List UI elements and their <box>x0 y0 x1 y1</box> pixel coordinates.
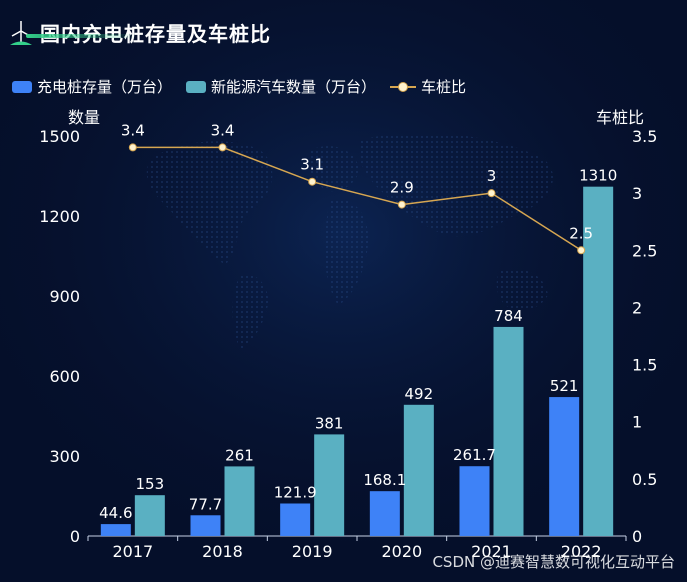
bar-value-label: 784 <box>494 307 523 325</box>
bar-ev-count[interactable] <box>314 434 345 536</box>
x-tick-label: 2022 <box>561 542 602 561</box>
left-tick-label: 600 <box>49 367 80 386</box>
bar-charging-piles[interactable] <box>190 515 221 536</box>
legend-swatch-line <box>390 81 417 93</box>
ratio-value-label: 3 <box>487 167 497 185</box>
right-axis-label: 车桩比 <box>596 108 645 127</box>
wind-turbine-icon <box>10 20 32 45</box>
left-tick-label: 1200 <box>39 207 80 226</box>
bar-value-label: 492 <box>405 385 434 403</box>
watermark: CSDN @迪赛智慧数可视化互动平台 <box>432 553 675 571</box>
left-axis-label: 数量 <box>68 108 101 127</box>
ratio-point[interactable] <box>577 246 586 255</box>
right-tick-label: 1 <box>632 413 642 432</box>
legend-swatch-teal <box>186 80 207 93</box>
x-tick-label: 2019 <box>292 542 333 561</box>
bar-ev-count[interactable] <box>224 466 255 536</box>
legend-item-ev-count[interactable]: 新能源汽车数量（万台） <box>186 76 376 97</box>
chart-title-group: 国内充电桩存量及车桩比 <box>8 18 271 47</box>
right-tick-label: 0.5 <box>632 470 657 489</box>
left-tick-label: 1500 <box>39 127 80 146</box>
x-tick-label: 2017 <box>112 542 153 561</box>
bars <box>100 186 614 536</box>
bar-charging-piles[interactable] <box>549 397 580 536</box>
title-underline <box>26 34 136 38</box>
data-labels: 44.6 77.7 121.9 168.1 261.7 521 153 261 381 492 78… <box>99 121 617 522</box>
bar-value-label: 121.9 <box>274 483 317 501</box>
bar-ev-count[interactable] <box>583 186 614 536</box>
bar-charging-piles[interactable] <box>369 491 400 536</box>
right-tick-label: 3.5 <box>632 127 657 146</box>
bar-value-label: 153 <box>136 475 165 493</box>
right-tick-label: 0 <box>632 527 642 546</box>
ratio-value-label: 2.9 <box>390 179 414 197</box>
ratio-value-label: 3.4 <box>211 121 235 139</box>
legend-item-charging-piles[interactable]: 充电桩存量（万台） <box>12 76 172 97</box>
bar-value-label: 77.7 <box>189 495 222 513</box>
ratio-point[interactable] <box>397 200 406 209</box>
bar-charging-piles[interactable] <box>100 524 131 536</box>
right-tick-label: 2.5 <box>632 241 657 260</box>
bar-value-label: 261.7 <box>453 446 496 464</box>
legend-label: 新能源汽车数量（万台） <box>211 78 377 96</box>
bar-value-label: 168.1 <box>363 471 406 489</box>
axes: 0 300 600 900 1200 1500 0 0.5 1 1.5 2 2.5 3 3.5 2017 20… <box>39 127 657 561</box>
left-tick-label: 300 <box>49 447 80 466</box>
ratio-value-label: 3.4 <box>121 121 145 139</box>
legend: 充电桩存量（万台） 新能源汽车数量（万台） 车桩比 <box>12 76 480 97</box>
chart-title: 国内充电桩存量及车桩比 <box>40 22 271 46</box>
bar-value-label: 261 <box>225 446 254 464</box>
ratio-value-label: 3.1 <box>300 156 324 174</box>
bar-value-label: 381 <box>315 414 344 432</box>
ratio-line <box>128 143 586 255</box>
bar-ev-count[interactable] <box>403 404 434 536</box>
ratio-value-label: 2.5 <box>569 224 593 242</box>
x-tick-label: 2018 <box>202 542 243 561</box>
world-map-decoration <box>146 132 554 350</box>
legend-label: 充电桩存量（万台） <box>37 78 173 96</box>
ratio-point[interactable] <box>218 143 227 152</box>
legend-item-ratio[interactable]: 车桩比 <box>390 76 466 97</box>
x-tick-label: 2020 <box>381 542 422 561</box>
left-tick-label: 0 <box>70 527 80 546</box>
right-tick-label: 2 <box>632 298 642 317</box>
ratio-point[interactable] <box>487 189 496 198</box>
bar-charging-piles[interactable] <box>459 466 490 536</box>
x-tick-label: 2021 <box>471 542 512 561</box>
bar-value-label: 1310 <box>579 167 617 185</box>
bar-ev-count[interactable] <box>134 495 165 536</box>
legend-swatch-blue <box>12 80 32 93</box>
ratio-line-path <box>132 146 582 251</box>
right-tick-label: 1.5 <box>632 356 657 375</box>
bar-charging-piles[interactable] <box>280 503 311 536</box>
right-tick-label: 3 <box>632 184 642 203</box>
ratio-point[interactable] <box>128 143 137 152</box>
legend-label: 车桩比 <box>421 78 467 96</box>
ratio-point[interactable] <box>308 177 317 186</box>
bar-ev-count[interactable] <box>493 326 524 536</box>
left-tick-label: 900 <box>49 287 80 306</box>
bar-value-label: 521 <box>550 377 579 395</box>
bar-value-label: 44.6 <box>99 504 132 522</box>
